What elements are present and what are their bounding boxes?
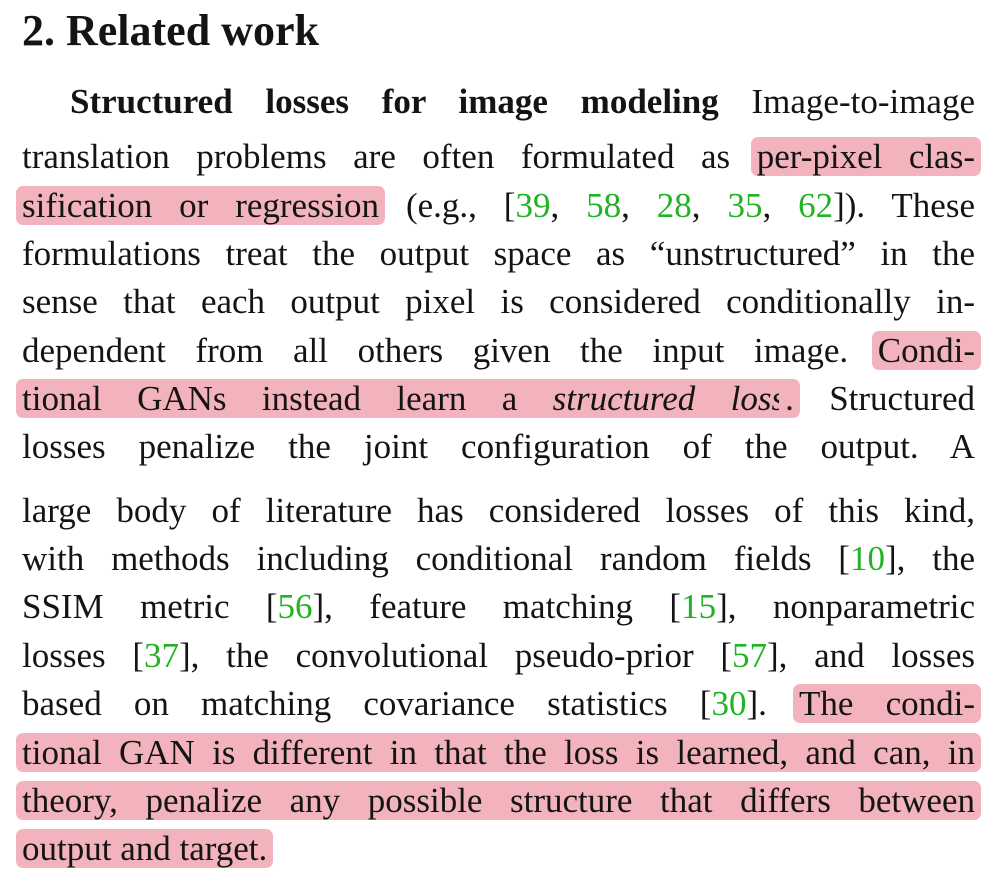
highlighted-text: tional GANs instead learn a xyxy=(16,379,559,418)
body-text: ], feature matching [ xyxy=(312,587,682,626)
citation-number[interactable]: 35 xyxy=(727,186,763,225)
highlighted-text: . xyxy=(779,379,800,418)
body-text: SSIM metric [ xyxy=(22,587,278,626)
body-text: , xyxy=(762,186,799,225)
body-text: ]). These xyxy=(833,186,975,225)
body-text: ], the convolutional pseudo-prior [ xyxy=(179,636,732,675)
citation-number[interactable]: 62 xyxy=(798,186,834,225)
text-line: Structured losses for image modeling Ima… xyxy=(70,79,975,125)
highlighted-text: theory, penalize any possible structure … xyxy=(16,781,981,820)
text-line: losses [37], the convolutional pseudo-pr… xyxy=(22,633,975,679)
text-line: theory, penalize any possible structure … xyxy=(16,778,981,824)
body-text: formulations treat the output space as “… xyxy=(22,234,975,273)
body-text: large body of literature has considered … xyxy=(22,491,975,530)
text-line: with methods including conditional rando… xyxy=(22,536,975,582)
body-text: , xyxy=(691,186,728,225)
citation-number[interactable]: 56 xyxy=(277,587,313,626)
citation-number[interactable]: 28 xyxy=(656,186,692,225)
text-line: dependent from all others given the inpu… xyxy=(22,328,981,374)
body-text: Image-to-image xyxy=(718,82,975,121)
body-text: sense that each output pixel is consider… xyxy=(22,282,975,321)
highlighted-text: per-pixel clas- xyxy=(750,137,981,176)
body-text: based on matching covariance statistics … xyxy=(22,684,712,723)
citation-number[interactable]: 39 xyxy=(515,186,551,225)
body-text: ], the xyxy=(884,539,975,578)
highlighted-text: tional GAN is different in that the loss… xyxy=(16,733,981,772)
highlighted-text: The condi- xyxy=(793,684,981,723)
text-line: sense that each output pixel is consider… xyxy=(22,279,975,325)
body-text: losses penalize the joint configuration … xyxy=(22,427,975,466)
citation-number[interactable]: 58 xyxy=(586,186,622,225)
body-text: losses [ xyxy=(22,636,144,675)
citation-number[interactable]: 37 xyxy=(144,636,179,675)
body-text: , xyxy=(550,186,587,225)
text-line: losses penalize the joint configuration … xyxy=(22,424,975,470)
text-line: SSIM metric [56], feature matching [15],… xyxy=(22,584,975,630)
body-text: ], nonparametric xyxy=(716,587,975,626)
text-line: tional GANs instead learn a structured l… xyxy=(16,376,975,422)
body-text: , xyxy=(621,186,657,225)
body-text: (e.g., [ xyxy=(379,186,516,225)
text-line: formulations treat the output space as “… xyxy=(22,231,975,277)
text-line: sification or regression (e.g., [39, 58,… xyxy=(16,183,975,229)
highlighted-italic-text: structured loss xyxy=(546,379,792,418)
text-line: based on matching covariance statistics … xyxy=(22,681,981,727)
body-text: with methods including conditional rando… xyxy=(22,539,850,578)
highlighted-text: Condi- xyxy=(871,331,981,370)
body-text: ]. xyxy=(746,684,800,723)
body-text: translation problems are often formulate… xyxy=(22,137,757,176)
text-line: output and target. xyxy=(16,826,975,872)
body-text: dependent from all others given the inpu… xyxy=(22,331,878,370)
citation-number[interactable]: 57 xyxy=(732,636,767,675)
body-text: Structured xyxy=(793,379,975,418)
paragraph-run-in-heading: Structured losses for image modeling xyxy=(70,82,719,121)
highlighted-text: output and target. xyxy=(16,829,274,868)
highlighted-text: sification or regression xyxy=(16,186,386,225)
citation-number[interactable]: 30 xyxy=(711,684,747,723)
text-line: translation problems are often formulate… xyxy=(22,134,981,180)
citation-number[interactable]: 15 xyxy=(681,587,717,626)
text-line: tional GAN is different in that the loss… xyxy=(16,730,981,776)
text-line: large body of literature has considered … xyxy=(22,488,975,534)
citation-number[interactable]: 10 xyxy=(849,539,885,578)
body-text: ], and losses xyxy=(767,636,975,675)
section-heading: 2. Related work xyxy=(22,6,319,55)
